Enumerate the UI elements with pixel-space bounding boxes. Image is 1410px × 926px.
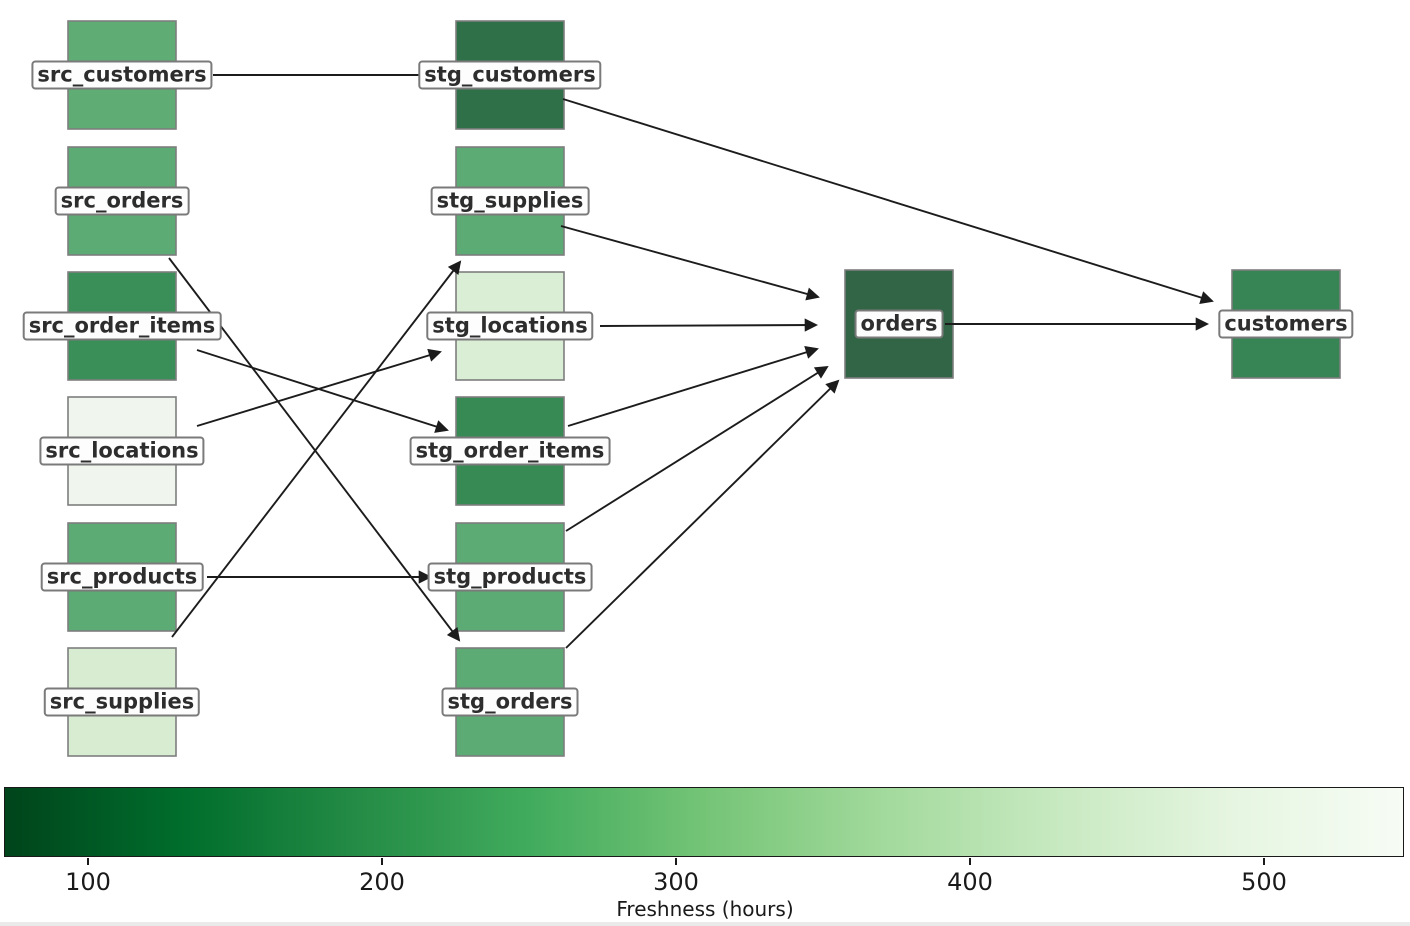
colorbar-tick-label-500: 500 [1241,868,1287,896]
node-label-stg_orders: stg_orders [441,687,579,717]
edge-stg_products-to-orders [565,365,829,532]
node-label-src_order_items: src_order_items [22,311,222,341]
node-label-customers: customers [1218,309,1354,339]
edge-src_order_items-to-stg_order_items [196,349,449,433]
edge-stg_supplies-to-orders [560,225,820,301]
colorbar-tick-label-100: 100 [65,868,111,896]
figure-bottom-strip [0,922,1410,926]
node-label-src_customers: src_customers [31,60,213,90]
colorbar-tick-label-400: 400 [947,868,993,896]
colorbar-tick-mark-300 [675,858,677,865]
edge-stg_customers-to-customers [562,98,1214,304]
edge-src_locations-to-stg_locations [196,348,442,427]
edge-stg_orders-to-orders [565,379,840,649]
node-label-src_supplies: src_supplies [43,687,201,717]
edge-stg_order_items-to-orders [567,345,819,427]
node-label-src_products: src_products [40,562,204,592]
node-label-stg_supplies: stg_supplies [430,186,590,216]
edge-layer [168,68,1214,649]
colorbar-axis-label: Freshness (hours) [616,897,794,921]
colorbar-tick-label-300: 300 [653,868,699,896]
colorbar-tick-mark-100 [87,858,89,865]
node-label-src_locations: src_locations [39,436,205,466]
node-label-src_orders: src_orders [54,186,190,216]
node-layer [67,20,1341,757]
edge-src_supplies-to-stg_supplies [171,260,462,638]
colorbar-tick-label-200: 200 [359,868,405,896]
dag-canvas [67,20,1341,757]
node-label-stg_order_items: stg_order_items [409,436,611,466]
node-label-stg_customers: stg_customers [418,60,602,90]
colorbar [4,787,1404,857]
colorbar-tick-mark-500 [1263,858,1265,865]
colorbar-tick-mark-200 [381,858,383,865]
node-label-orders: orders [854,309,944,339]
colorbar-tick-mark-400 [969,858,971,865]
node-label-stg_products: stg_products [427,562,593,592]
edge-stg_locations-to-orders [599,318,818,332]
node-label-stg_locations: stg_locations [426,311,594,341]
